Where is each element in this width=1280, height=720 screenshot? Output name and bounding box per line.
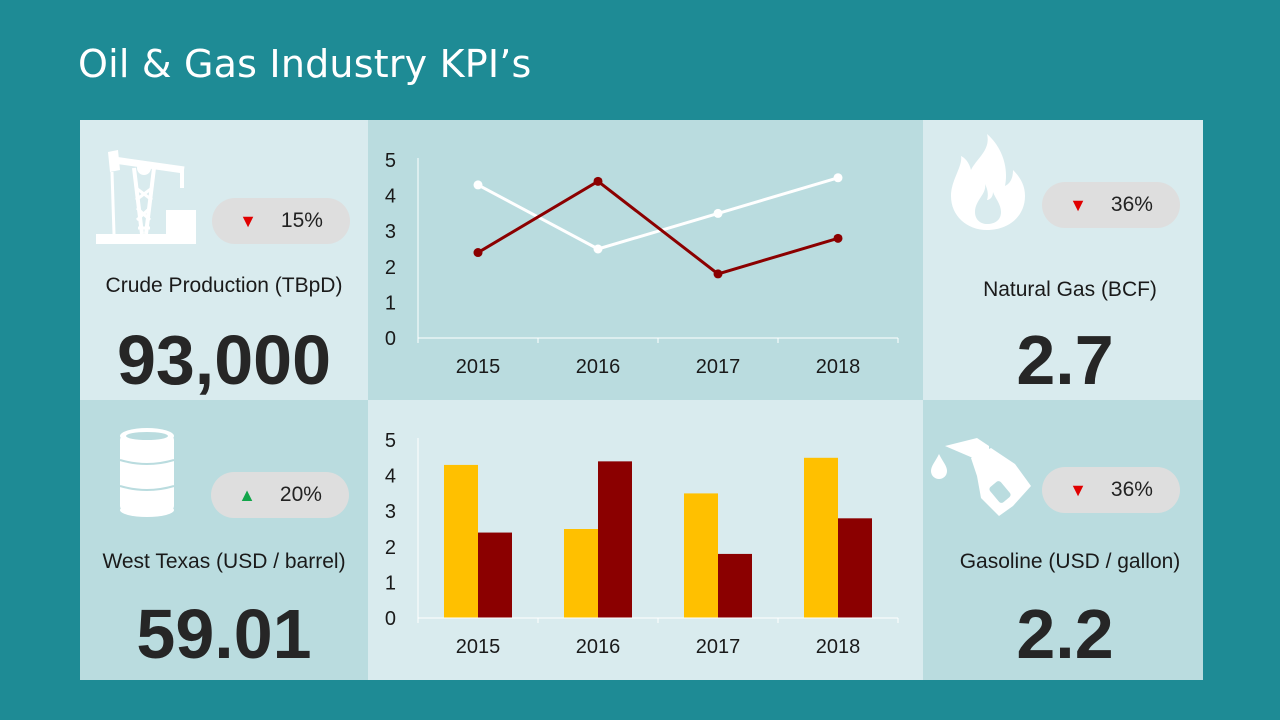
y-tick-label: 1 bbox=[385, 292, 396, 314]
series-1-point bbox=[713, 208, 723, 218]
series-2-bar bbox=[838, 518, 872, 618]
x-tick-label: 2017 bbox=[696, 356, 741, 378]
gasoline-value: 2.2 bbox=[1016, 595, 1114, 673]
series-2-bar bbox=[478, 532, 512, 618]
series-line-2 bbox=[477, 179, 839, 276]
series-2-point bbox=[713, 269, 723, 279]
kpi-panel-crude: ▼ 15% Crude Production (TBpD) 93,000 bbox=[80, 120, 368, 400]
y-tick-label: 3 bbox=[385, 501, 396, 523]
series-1-point bbox=[593, 244, 603, 254]
gas-change-value: 36% bbox=[1110, 193, 1153, 216]
wti-label: West Texas (USD / barrel) bbox=[102, 550, 346, 573]
kpi-panel-gas: ▼ 36% Natural Gas (BCF) 2.7 bbox=[923, 120, 1203, 400]
gasoline-change-value: 36% bbox=[1110, 478, 1153, 501]
series-1-point bbox=[833, 173, 843, 183]
series-1-bar bbox=[564, 529, 598, 618]
down-arrow-icon: ▼ bbox=[1069, 480, 1087, 500]
gasoline-change-badge: ▼ 36% bbox=[1042, 467, 1180, 513]
x-tick-label: 2015 bbox=[456, 636, 501, 658]
flame-icon bbox=[947, 132, 1029, 237]
wti-change-value: 20% bbox=[279, 483, 322, 506]
y-tick-label: 0 bbox=[385, 608, 396, 630]
series-2-bar bbox=[598, 461, 632, 618]
x-tick-label: 2018 bbox=[816, 636, 861, 658]
wti-value: 59.01 bbox=[136, 595, 312, 673]
series-2-point bbox=[833, 233, 843, 243]
series-1-point bbox=[473, 180, 483, 190]
y-tick-label: 2 bbox=[385, 537, 396, 559]
y-tick-label: 5 bbox=[385, 430, 396, 452]
y-tick-label: 4 bbox=[385, 466, 396, 488]
series-1-bar bbox=[444, 464, 478, 618]
gas-change-badge: ▼ 36% bbox=[1042, 182, 1180, 228]
y-tick-label: 2 bbox=[385, 257, 396, 279]
y-tick-label: 5 bbox=[385, 150, 396, 172]
series-1-bar bbox=[804, 457, 838, 618]
up-arrow-icon: ▲ bbox=[238, 485, 256, 505]
oil-pump-icon bbox=[94, 148, 200, 253]
series-2-bar bbox=[718, 553, 752, 618]
oil-barrel-icon bbox=[116, 426, 178, 523]
x-tick-label: 2016 bbox=[576, 636, 621, 658]
kpi-panel-gasoline: ▼ 36% Gasoline (USD / gallon) 2.2 bbox=[923, 400, 1203, 680]
gas-value: 2.7 bbox=[1016, 321, 1114, 399]
y-tick-label: 1 bbox=[385, 572, 396, 594]
page-title: Oil & Gas Industry KPI’s bbox=[78, 42, 532, 86]
crude-change-badge: ▼ 15% bbox=[212, 198, 350, 244]
fuel-nozzle-icon bbox=[929, 436, 1033, 523]
line-chart-panel: 0 1 2 3 4 5 2015 2016 2017 2018 bbox=[368, 120, 923, 400]
series-2-point bbox=[593, 176, 603, 186]
gas-label: Natural Gas (BCF) bbox=[983, 278, 1157, 301]
series-1-bar bbox=[684, 493, 718, 618]
bar-chart-panel: 0 1 2 3 4 5 2015 2016 2017 2018 bbox=[368, 400, 923, 680]
series-2-point bbox=[473, 248, 483, 258]
y-tick-label: 0 bbox=[385, 328, 396, 350]
series-line-1 bbox=[477, 176, 839, 251]
bar-chart: 0 1 2 3 4 5 2015 2016 2017 2018 bbox=[385, 430, 899, 658]
y-tick-label: 4 bbox=[385, 186, 396, 208]
kpi-panel-wti: ▲ 20% West Texas (USD / barrel) 59.01 bbox=[80, 400, 368, 680]
crude-change-value: 15% bbox=[280, 209, 323, 232]
x-tick-label: 2015 bbox=[456, 356, 501, 378]
y-tick-label: 3 bbox=[385, 221, 396, 243]
line-chart: 0 1 2 3 4 5 2015 2016 2017 2018 bbox=[385, 150, 899, 378]
x-tick-label: 2017 bbox=[696, 636, 741, 658]
x-tick-label: 2016 bbox=[576, 356, 621, 378]
crude-label: Crude Production (TBpD) bbox=[105, 274, 343, 297]
wti-change-badge: ▲ 20% bbox=[211, 472, 349, 518]
crude-value: 93,000 bbox=[116, 321, 332, 399]
down-arrow-icon: ▼ bbox=[1069, 195, 1087, 215]
gasoline-label: Gasoline (USD / gallon) bbox=[959, 550, 1181, 573]
down-arrow-icon: ▼ bbox=[239, 211, 257, 231]
x-tick-label: 2018 bbox=[816, 356, 861, 378]
